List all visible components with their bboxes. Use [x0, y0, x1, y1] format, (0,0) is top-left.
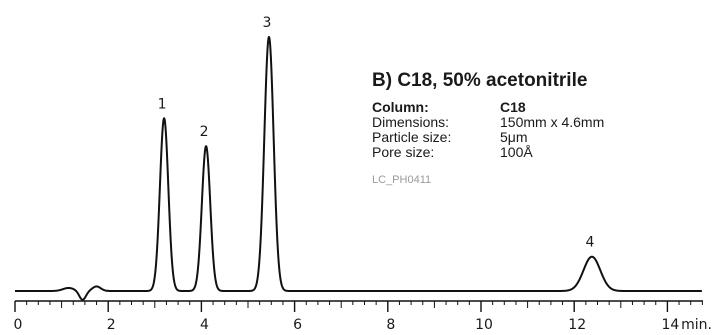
- x-tick-label: 4: [200, 317, 209, 333]
- peak-labels: 1 2 3 4: [158, 15, 595, 251]
- peak-label: 2: [200, 124, 209, 140]
- particle-size-row: Particle size: 5μm: [372, 130, 604, 145]
- dimensions-row: Dimensions: 150mm x 4.6mm: [372, 115, 604, 130]
- method-info-panel: B) C18, 50% acetonitrile Column: C18 Dim…: [372, 70, 604, 186]
- pore-size-key: Pore size:: [372, 144, 435, 160]
- column-value: C18: [500, 99, 526, 115]
- peak-label: 4: [585, 235, 594, 251]
- dimensions-key: Dimensions:: [372, 114, 450, 130]
- column-row: Column: C18: [372, 100, 604, 115]
- particle-size-value: 5μm: [500, 129, 528, 145]
- column-key: Column:: [372, 99, 429, 115]
- pore-size-row: Pore size: 100Å: [372, 145, 604, 160]
- pore-size-value: 100Å: [500, 144, 533, 160]
- x-tick-label: 2: [107, 317, 116, 333]
- peak-label: 3: [263, 15, 272, 31]
- particle-size-key: Particle size:: [372, 129, 452, 145]
- method-title: B) C18, 50% acetonitrile: [372, 70, 588, 91]
- dimensions-value: 150mm x 4.6mm: [500, 114, 605, 130]
- x-tick-label: 12: [568, 317, 586, 333]
- x-tick-label: 8: [386, 317, 395, 333]
- figure-code: LC_PH0411: [372, 174, 432, 186]
- x-tick-label: 6: [293, 317, 302, 333]
- x-tick-label: 10: [475, 317, 493, 333]
- x-axis: 0 2 4 6 8 10 12 14: [14, 300, 703, 333]
- x-tick-label: 14: [661, 317, 679, 333]
- chromatogram-trace: [14, 36, 703, 301]
- peak-label: 1: [158, 96, 167, 112]
- x-axis-unit-label: min.: [681, 317, 712, 333]
- x-tick-label: 0: [14, 317, 23, 333]
